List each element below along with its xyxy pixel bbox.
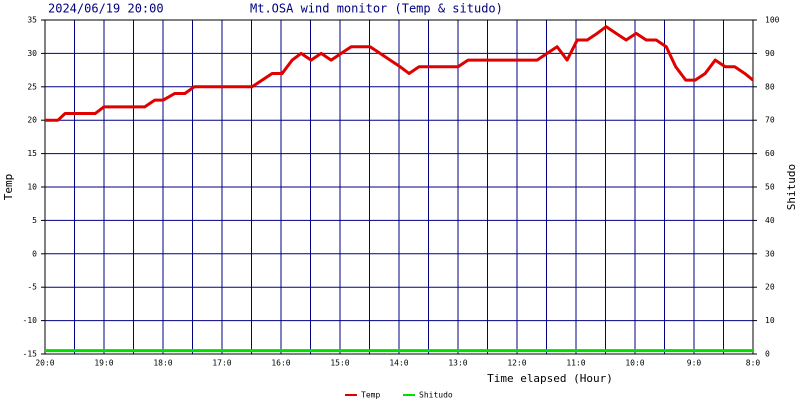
- y2-tick-label: 40: [765, 216, 775, 225]
- y-tick-label: 0: [32, 249, 37, 258]
- y-axis-label: Temp: [2, 174, 15, 201]
- y-tick-label: -5: [27, 283, 37, 292]
- y-tick-label: 15: [27, 149, 37, 158]
- y2-axis-label: Shitudo: [785, 164, 798, 210]
- x-tick-label: 19:0: [94, 359, 113, 368]
- y2-tick-label: 80: [765, 82, 775, 91]
- legend-label: Temp: [361, 391, 380, 400]
- x-tick-label: 17:0: [212, 359, 231, 368]
- y2-tick-label: 0: [765, 350, 770, 359]
- series-line: [45, 25, 754, 122]
- y2-tick-label: 60: [765, 149, 775, 158]
- x-tick-label: 15:0: [330, 359, 349, 368]
- y2-tick-label: 10: [765, 316, 775, 325]
- y-tick-label: 30: [27, 49, 37, 58]
- x-tick-label: 18:0: [153, 359, 172, 368]
- x-tick-label: 12:0: [507, 359, 526, 368]
- y-tick-label: 25: [27, 82, 37, 91]
- y2-tick-label: 30: [765, 249, 775, 258]
- x-tick-label: 14:0: [389, 359, 408, 368]
- y2-tick-label: 90: [765, 49, 775, 58]
- legend-label: Shitudo: [419, 391, 453, 400]
- y2-tick-label: 20: [765, 283, 775, 292]
- chart-subtitle: 2024/06/19 20:00: [48, 2, 164, 16]
- x-axis-label: Time elapsed (Hour): [487, 372, 613, 385]
- x-tick-label: 9:0: [687, 359, 702, 368]
- y-tick-label: 35: [27, 16, 37, 25]
- x-tick-label: 8:0: [746, 359, 761, 368]
- y2-tick-label: 70: [765, 116, 775, 125]
- y2-tick-label: 50: [765, 183, 775, 192]
- x-tick-label: 13:0: [448, 359, 467, 368]
- y-tick-label: 5: [32, 216, 37, 225]
- y-tick-label: -15: [23, 350, 38, 359]
- x-tick-label: 11:0: [566, 359, 585, 368]
- y-tick-label: 10: [27, 183, 37, 192]
- chart-title: Mt.OSA wind monitor (Temp & situdo): [250, 2, 503, 16]
- plot-border: [44, 19, 754, 355]
- x-tick-label: 16:0: [271, 359, 290, 368]
- y-tick-label: -10: [23, 316, 38, 325]
- x-tick-label: 10:0: [625, 359, 644, 368]
- y2-tick-label: 100: [765, 16, 780, 25]
- x-tick-label: 20:0: [35, 359, 54, 368]
- y-tick-label: 20: [27, 116, 37, 125]
